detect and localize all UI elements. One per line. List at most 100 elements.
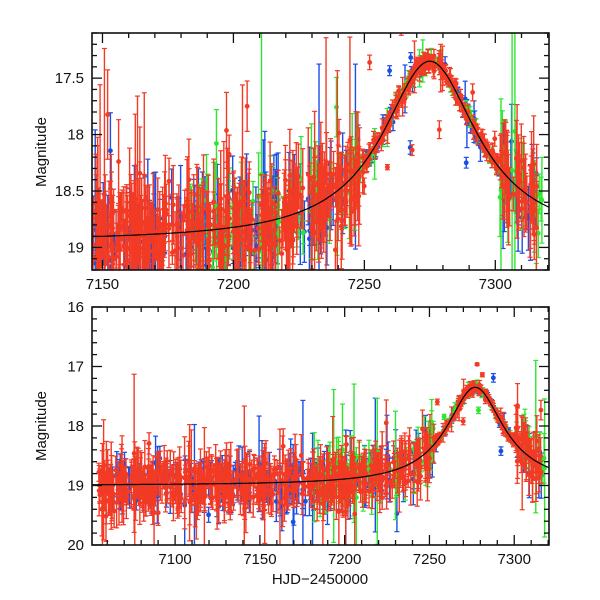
data-point bbox=[239, 84, 245, 270]
data-point bbox=[339, 180, 345, 260]
top-model-curve bbox=[92, 60, 549, 238]
data-point bbox=[479, 372, 485, 378]
top-x-tick-label: 7300 bbox=[479, 276, 512, 293]
bottom-series-red bbox=[96, 361, 544, 545]
bottom-y-tick-label: 20 bbox=[67, 537, 84, 554]
data-point bbox=[359, 455, 365, 473]
bottom-y-tick-label: 16 bbox=[67, 299, 84, 316]
data-point bbox=[524, 175, 530, 230]
data-point bbox=[300, 148, 306, 228]
data-point bbox=[321, 165, 327, 253]
bottom-y-axis-title: Magnitude bbox=[33, 391, 50, 461]
top-y-tick-label: 18.5 bbox=[55, 183, 84, 200]
data-point bbox=[516, 142, 522, 217]
data-point bbox=[231, 177, 237, 254]
bottom-x-tick-label: 7200 bbox=[328, 551, 361, 568]
data-point bbox=[490, 372, 496, 383]
data-point bbox=[155, 499, 161, 526]
top-plot-frame bbox=[91, 32, 550, 271]
data-point bbox=[409, 144, 415, 157]
data-point bbox=[521, 142, 527, 238]
data-point bbox=[150, 202, 156, 270]
data-point bbox=[186, 204, 192, 270]
data-point bbox=[180, 219, 186, 249]
data-point bbox=[313, 192, 319, 252]
data-point bbox=[361, 177, 367, 195]
data-point bbox=[436, 120, 442, 140]
bottom-y-tick-label: 19 bbox=[67, 478, 84, 495]
bottom-panel: 7100 7150 7200 7250 7300 16 17 18 19 20 Magnitude… bbox=[33, 299, 550, 588]
data-point bbox=[174, 236, 180, 270]
bottom-x-axis-title: HJD−2450000 bbox=[272, 571, 368, 588]
data-point bbox=[463, 113, 469, 126]
data-point bbox=[136, 208, 142, 235]
top-x-tick-label: 7200 bbox=[217, 276, 250, 293]
data-point bbox=[344, 163, 350, 218]
data-point bbox=[297, 181, 303, 208]
data-point bbox=[419, 57, 425, 76]
data-point bbox=[241, 217, 247, 270]
bottom-y-tick-label: 17 bbox=[67, 359, 84, 376]
data-point bbox=[101, 47, 107, 270]
data-point bbox=[256, 232, 262, 266]
data-point bbox=[363, 155, 369, 168]
top-y-axis-title: Magnitude bbox=[33, 117, 50, 187]
data-point bbox=[434, 398, 440, 406]
data-point bbox=[309, 189, 315, 270]
data-point bbox=[116, 119, 122, 205]
data-point bbox=[189, 202, 195, 241]
data-point bbox=[169, 193, 175, 257]
data-point bbox=[414, 0, 419, 31]
data-point bbox=[498, 133, 504, 169]
data-point bbox=[396, 85, 402, 97]
data-point bbox=[503, 121, 509, 185]
data-point bbox=[216, 218, 222, 268]
data-point bbox=[211, 191, 217, 231]
data-point bbox=[290, 205, 296, 270]
bottom-x-tick-label: 7150 bbox=[243, 551, 276, 568]
data-point bbox=[124, 184, 130, 239]
data-point bbox=[502, 119, 508, 221]
data-point bbox=[458, 88, 464, 102]
data-point bbox=[492, 130, 498, 147]
top-y-tick-label: 18 bbox=[67, 127, 84, 144]
data-point bbox=[212, 214, 218, 260]
data-point bbox=[108, 153, 114, 246]
data-point bbox=[509, 33, 515, 270]
data-point bbox=[224, 176, 230, 256]
data-point bbox=[234, 187, 240, 220]
bottom-x-tick-label: 7100 bbox=[158, 551, 191, 568]
data-point bbox=[384, 163, 390, 171]
data-point bbox=[383, 399, 389, 447]
data-point bbox=[460, 417, 466, 426]
top-y-tick-label: 17.5 bbox=[55, 70, 84, 87]
data-point bbox=[128, 201, 134, 270]
data-point bbox=[213, 109, 219, 178]
data-point bbox=[97, 84, 103, 270]
data-point bbox=[194, 163, 200, 226]
top-axes: 7150 7200 7250 7300 17.5 18 18.5 19 bbox=[55, 32, 550, 293]
top-x-tick-label: 7250 bbox=[348, 276, 381, 293]
top-y-tick-label: 19 bbox=[67, 239, 84, 256]
data-point bbox=[367, 54, 373, 71]
data-point bbox=[406, 84, 412, 96]
data-point bbox=[280, 197, 286, 249]
data-point bbox=[265, 181, 271, 235]
data-point bbox=[398, 33, 404, 36]
data-point bbox=[305, 127, 311, 222]
data-point bbox=[360, 148, 366, 167]
data-point bbox=[475, 406, 481, 415]
data-point bbox=[333, 76, 339, 138]
bottom-axes: 7100 7150 7200 7250 7300 16 17 18 19 20 bbox=[67, 299, 550, 568]
top-panel: 7150 7200 7250 7300 17.5 18 18.5 19 Magnitude bbox=[33, 0, 550, 293]
data-point bbox=[470, 83, 476, 102]
data-point bbox=[143, 186, 149, 264]
data-point bbox=[245, 199, 251, 243]
data-point bbox=[324, 160, 330, 188]
data-point bbox=[474, 361, 480, 367]
data-point bbox=[440, 61, 446, 70]
data-point bbox=[329, 172, 335, 208]
data-point bbox=[498, 446, 504, 456]
data-point bbox=[408, 52, 414, 64]
top-series-red bbox=[92, 33, 540, 270]
